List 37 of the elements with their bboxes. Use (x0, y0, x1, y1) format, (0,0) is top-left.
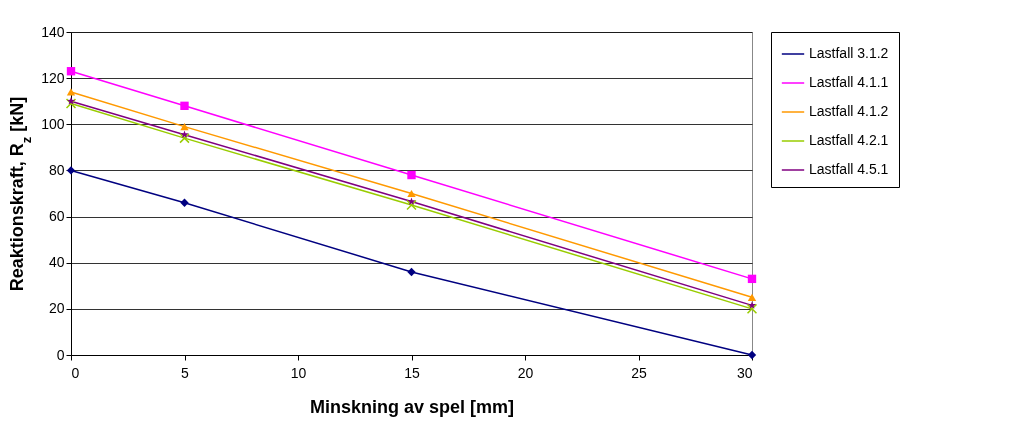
x-tick-label: 10 (290, 364, 307, 381)
point (406, 199, 417, 211)
point (746, 303, 758, 315)
point (407, 189, 416, 198)
legend-label: Lastfall 4.5.1 (809, 161, 889, 177)
x-tick-label: 0 (71, 364, 80, 381)
x-tick-label: 30 (736, 364, 753, 381)
x-tick-label: 15 (404, 364, 420, 381)
legend-label: Lastfall 4.1.2 (809, 103, 889, 119)
x-axis-title: Minskning av spel [mm] (309, 396, 515, 417)
y-tick-label: 80 (48, 161, 65, 178)
point (407, 267, 416, 277)
point (180, 198, 189, 207)
y-tick-label: 120 (41, 69, 65, 86)
legend-label: Lastfall 4.2.1 (809, 132, 889, 148)
x-tick-label: 5 (181, 364, 190, 381)
legend-label: Lastfall 4.1.1 (809, 74, 889, 90)
y-tick-label: 100 (41, 115, 65, 132)
point (66, 88, 76, 96)
y-tick-label: 40 (48, 254, 65, 271)
point (407, 170, 416, 180)
x-tick-label: 25 (631, 364, 647, 381)
y-tick-label: 60 (48, 208, 65, 225)
y-tick-label: 20 (48, 300, 65, 317)
point (747, 274, 757, 284)
point (747, 293, 757, 301)
point (407, 197, 416, 205)
y-tick-label: 140 (41, 23, 65, 40)
point (65, 98, 77, 109)
point (180, 130, 189, 139)
point (180, 101, 189, 111)
point (67, 97, 75, 105)
y-tick-label: 0 (56, 346, 65, 363)
point (180, 122, 189, 131)
legend-label: Lastfall 3.1.2 (809, 45, 889, 61)
x-tick-label: 20 (517, 364, 534, 381)
point (179, 132, 190, 144)
